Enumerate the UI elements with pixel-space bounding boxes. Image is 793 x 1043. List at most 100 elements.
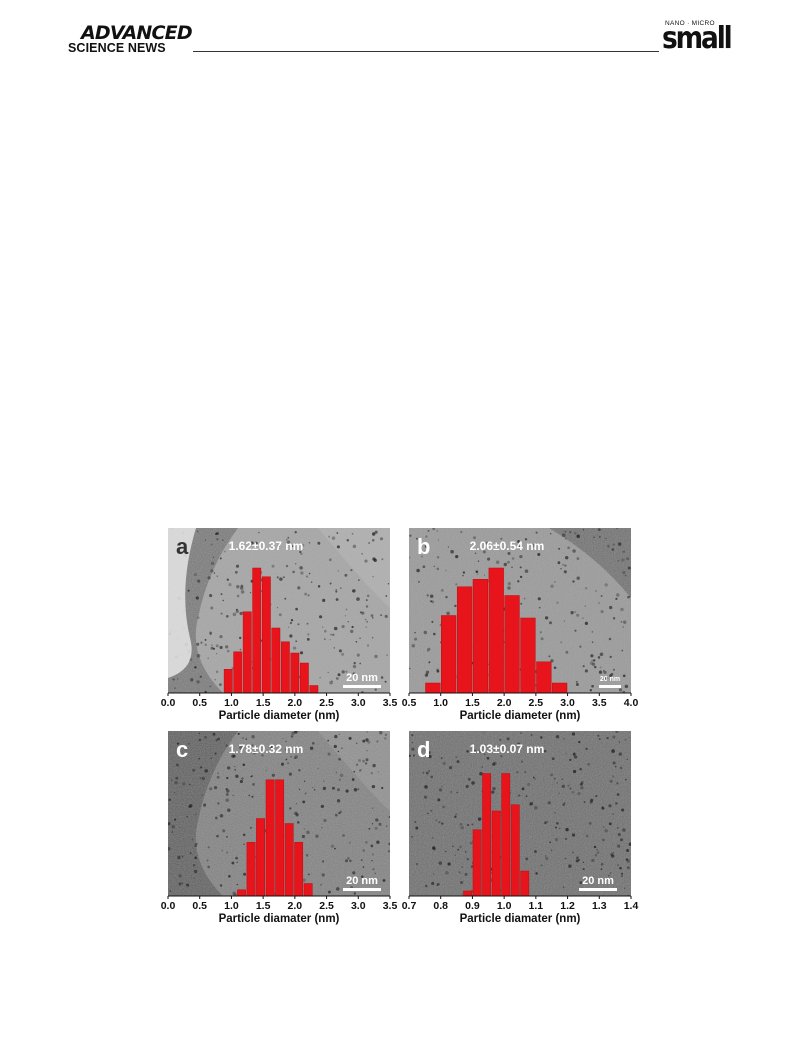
scale-bar-label: 20 nm — [346, 875, 378, 887]
mean-size-label: 2.06±0.54 nm — [470, 539, 545, 553]
histogram-bar — [294, 842, 304, 897]
panel-letter: b — [417, 534, 430, 559]
x-tick-label: 0.0 — [161, 697, 176, 709]
histogram-bar — [501, 773, 511, 897]
histogram-bar — [280, 641, 290, 694]
histogram-bar — [275, 779, 285, 897]
x-tick-label: 2.0 — [288, 900, 303, 912]
scale-bar — [343, 888, 381, 891]
histogram-bar — [265, 779, 275, 897]
panel-b: b 2.06±0.54 nm 20 nm 0.5 1.0 1.5 2.0 2.5 3.0 3.5 4… — [402, 528, 641, 724]
panel-d-chart: d 1.03±0.07 nm 20 nm 0.7 0.8 0.9 1.0 1.1 1.2 1.3 1… — [402, 731, 638, 925]
scale-bar-label: 20 nm — [346, 672, 378, 684]
x-tick-label: 3.5 — [592, 697, 607, 709]
brand-science-news: SCIENCE NEWS — [68, 41, 166, 55]
histogram-b — [425, 567, 568, 694]
x-tick-label: 1.5 — [465, 697, 480, 709]
panel-letter: d — [417, 737, 430, 762]
histogram-bar — [237, 889, 246, 897]
x-tick-label: 1.5 — [256, 697, 271, 709]
x-tick-label: 1.0 — [497, 900, 512, 912]
x-tick-label: 0.7 — [402, 900, 417, 912]
histogram-bar — [472, 829, 482, 897]
panel-d: d 1.03±0.07 nm 20 nm 0.7 0.8 0.9 1.0 1.1 1.2 1.3 1… — [402, 731, 641, 927]
histogram-bar — [504, 595, 520, 694]
histogram-bar — [242, 611, 252, 694]
x-tick-label: 1.1 — [529, 900, 544, 912]
histogram-bar — [284, 823, 294, 897]
scale-bar-label: 20 nm — [582, 875, 614, 887]
x-tick-label: 1.0 — [224, 900, 239, 912]
panel-c: c 1.78±0.32 nm 20 nm 0.0 0.5 1.0 1.5 2.0 2.5 3.0 3… — [161, 731, 400, 927]
scale-bar-label: 20 nm — [600, 676, 620, 683]
histogram-bar — [299, 662, 309, 694]
histogram-bar — [510, 804, 520, 897]
x-axis-d: 0.7 0.8 0.9 1.0 1.1 1.2 1.3 1.4 Particle diamate… — [402, 895, 639, 925]
mean-size-label: 1.78±0.32 nm — [229, 742, 304, 756]
histogram-bar — [233, 651, 243, 694]
histogram-bar — [256, 818, 265, 897]
panel-letter: a — [176, 534, 189, 559]
x-tick-label: 3.5 — [383, 900, 398, 912]
mean-size-label: 1.62±0.37 nm — [229, 539, 304, 553]
x-tick-label: 0.5 — [192, 697, 207, 709]
x-axis-title: Particle diameter (nm) — [460, 710, 581, 722]
histogram-bar — [520, 870, 530, 897]
x-axis-title: Particle diamater (nm) — [460, 913, 581, 925]
x-axis-c: 0.0 0.5 1.0 1.5 2.0 2.5 3.0 3.5 Particle diamate… — [161, 895, 398, 925]
histogram-bar — [463, 890, 473, 897]
histogram-bar — [252, 567, 262, 694]
histogram-bar — [425, 682, 441, 694]
x-axis-title: Particle diamater (nm) — [219, 913, 340, 925]
x-tick-label: 0.8 — [433, 900, 448, 912]
panel-b-chart: b 2.06±0.54 nm 20 nm 0.5 1.0 1.5 2.0 2.5 3.0 3.5 4… — [402, 528, 638, 722]
histogram-bar — [246, 842, 256, 897]
x-tick-label: 0.0 — [161, 900, 176, 912]
x-tick-label: 1.3 — [592, 900, 607, 912]
histogram-bar — [441, 615, 457, 694]
x-tick-label: 3.5 — [383, 697, 398, 709]
histogram-bar — [309, 685, 319, 694]
panel-a: a 1.62±0.37 nm 20 nm 0.0 0.5 1.0 1.5 2.0 2.5 3.0 3… — [161, 528, 400, 724]
mean-size-label: 1.03±0.07 nm — [470, 742, 545, 756]
x-tick-label: 3.0 — [351, 697, 366, 709]
journal-header-left: ADVANCED SCIENCE NEWS — [68, 22, 193, 55]
x-axis-b: 0.5 1.0 1.5 2.0 2.5 3.0 3.5 4.0 Particle diamete… — [402, 692, 639, 722]
panel-a-chart: a 1.62±0.37 nm 20 nm 0.0 0.5 1.0 1.5 2.0 2.5 3.0 3… — [161, 528, 397, 722]
histogram-c — [237, 779, 313, 897]
histogram-bar — [552, 682, 568, 694]
x-tick-label: 2.0 — [288, 697, 303, 709]
x-tick-label: 1.2 — [560, 900, 575, 912]
histogram-bar — [472, 579, 488, 694]
x-tick-label: 0.5 — [192, 900, 207, 912]
histogram-bar — [303, 883, 313, 897]
histogram-bar — [290, 652, 300, 694]
x-tick-label: 1.0 — [433, 697, 448, 709]
panel-c-chart: c 1.78±0.32 nm 20 nm 0.0 0.5 1.0 1.5 2.0 2.5 3.0 3… — [161, 731, 397, 925]
journal-name: small — [662, 21, 733, 56]
x-tick-label: 2.5 — [529, 697, 544, 709]
x-tick-label: 1.4 — [624, 900, 639, 912]
histogram-bar — [488, 567, 504, 694]
histogram-bar — [536, 661, 552, 694]
x-tick-label: 2.0 — [497, 697, 512, 709]
x-tick-label: 0.9 — [465, 900, 480, 912]
scale-bar — [599, 685, 621, 688]
histogram-d — [463, 773, 530, 897]
histogram-bar — [491, 810, 501, 897]
histogram-bar — [261, 576, 271, 694]
x-tick-label: 3.0 — [560, 697, 575, 709]
journal-logo-small: NANO · MICRO small — [662, 20, 734, 56]
histogram-bar — [223, 669, 233, 694]
x-axis-a: 0.0 0.5 1.0 1.5 2.0 2.5 3.0 3.5 Particle diamete… — [161, 692, 398, 722]
panel-letter: c — [176, 737, 188, 762]
histogram-a — [223, 567, 319, 694]
x-tick-label: 4.0 — [624, 697, 639, 709]
scale-bar — [343, 685, 381, 688]
brand-advanced: ADVANCED — [81, 22, 193, 44]
micrograph-d — [409, 731, 631, 896]
figure-particle-size-distributions: a 1.62±0.37 nm 20 nm 0.0 0.5 1.0 1.5 2.0 2.5 3.0 3… — [160, 528, 640, 928]
micrograph-a — [168, 528, 390, 693]
histogram-bar — [271, 627, 281, 694]
scale-bar — [579, 888, 617, 891]
